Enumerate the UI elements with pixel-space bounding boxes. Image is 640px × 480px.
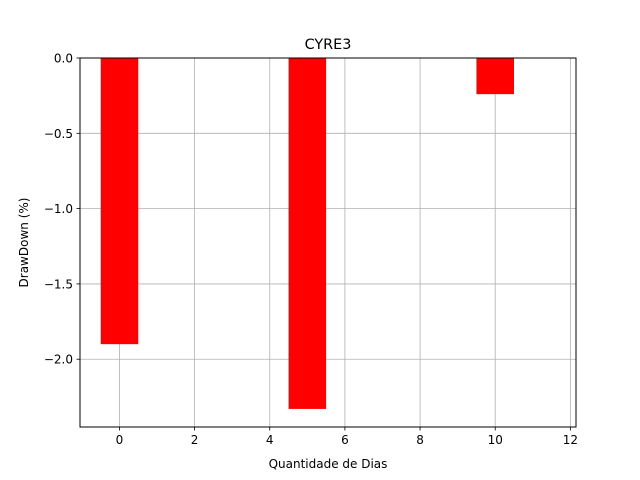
x-tick-label: 4 <box>266 433 274 447</box>
axis-ticks: 0 2 4 6 8 10 12 0.0 −0.5 −1.0 −1.5 −2.0 <box>44 52 578 448</box>
x-tick-label: 12 <box>563 433 578 447</box>
y-tick-label: −2.0 <box>44 353 73 367</box>
x-tick-label: 8 <box>416 433 424 447</box>
x-tick-label: 6 <box>341 433 349 447</box>
y-tick-label: −0.5 <box>44 127 73 141</box>
bar-2 <box>476 58 514 95</box>
x-tick-label: 0 <box>116 433 124 447</box>
chart-title: CYRE3 <box>305 37 352 53</box>
y-tick-label: −1.0 <box>44 202 73 216</box>
y-tick-label: 0.0 <box>54 52 73 66</box>
y-tick-label: −1.5 <box>44 277 73 291</box>
x-tick-label: 2 <box>191 433 199 447</box>
bars <box>100 58 514 409</box>
x-tick-label: 10 <box>488 433 503 447</box>
y-axis-label: DrawDown (%) <box>17 198 31 288</box>
x-axis-label: Quantidade de Dias <box>269 457 388 471</box>
plot-frame <box>79 57 577 428</box>
bar-1 <box>288 58 327 409</box>
bar-0 <box>100 58 139 345</box>
